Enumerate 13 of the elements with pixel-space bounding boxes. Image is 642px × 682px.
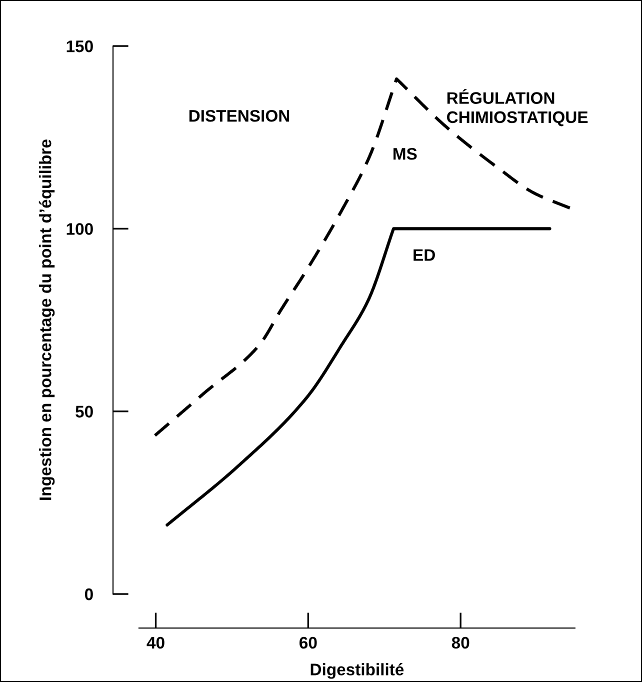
x-tick-label: 40: [146, 636, 164, 649]
x-tick-label: 80: [452, 636, 470, 649]
annotation: RÉGULATION CHIMIOSTATIQUE: [447, 89, 588, 126]
x-axis-title: Digestibilité: [310, 663, 404, 679]
y-tick-label: 100: [66, 223, 93, 235]
y-axis-title: Ingestion en pourcentage du point d’équilibre: [38, 140, 55, 500]
y-tick-label: 50: [76, 406, 93, 418]
x-tick-label: 60: [300, 636, 317, 649]
annotation: DISTENSION: [189, 110, 290, 122]
y-tick-label: 150: [66, 40, 93, 52]
y-tick-label: 0: [84, 588, 93, 600]
series-label: ED: [414, 249, 435, 261]
series-label: MS: [394, 148, 417, 160]
